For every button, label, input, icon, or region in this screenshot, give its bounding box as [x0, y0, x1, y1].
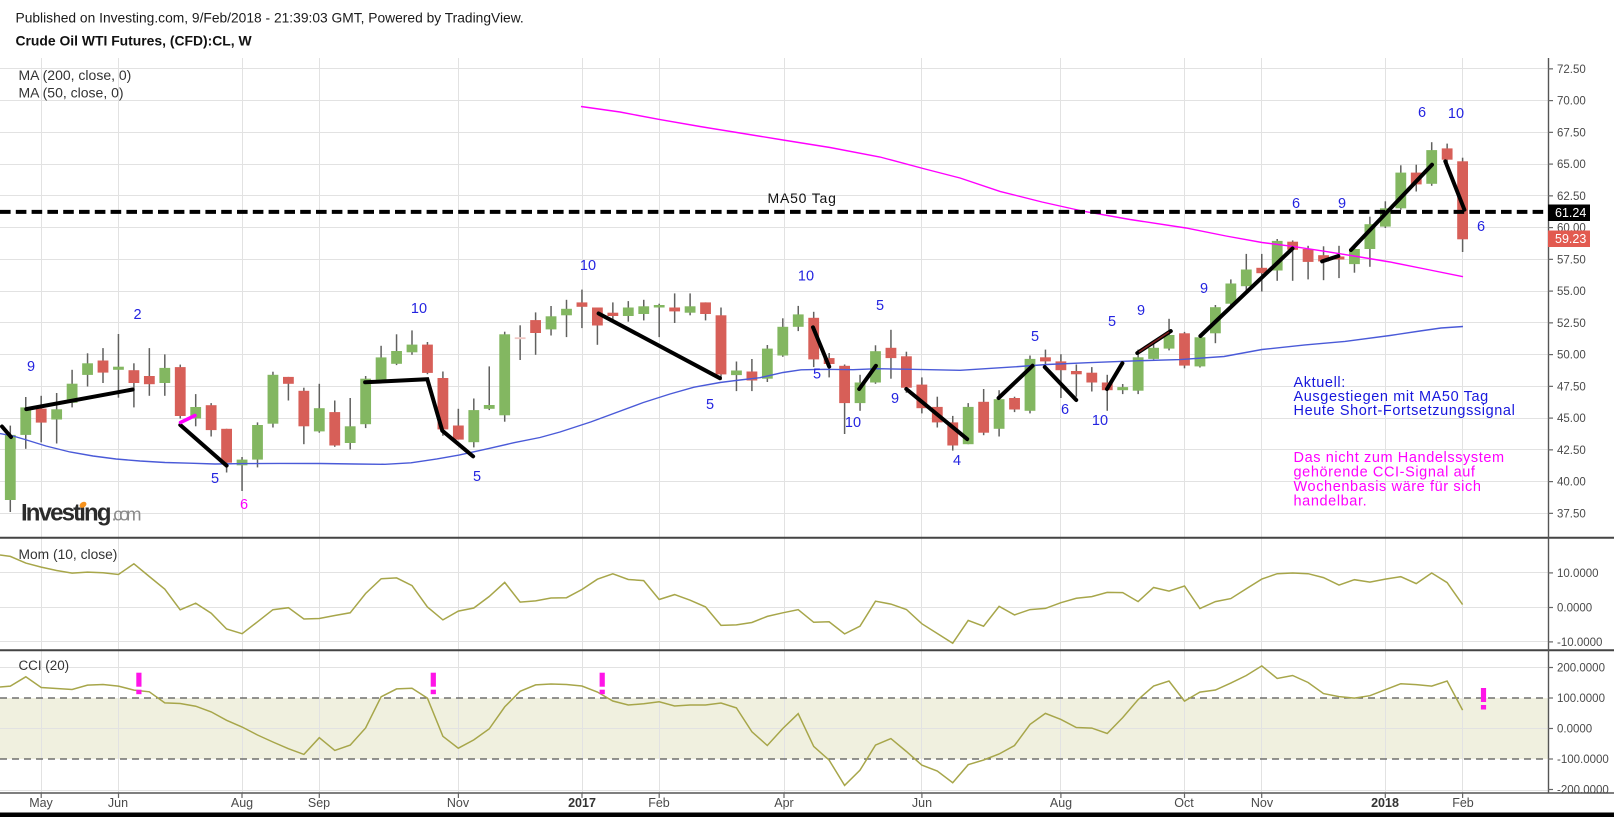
svg-text:10.0000: 10.0000 [1557, 568, 1599, 580]
svg-text:Feb: Feb [1452, 796, 1474, 810]
svg-text:10: 10 [845, 415, 861, 431]
svg-text:May: May [29, 796, 53, 810]
svg-text:Mom (10, close): Mom (10, close) [19, 547, 118, 562]
svg-text:72.50: 72.50 [1557, 64, 1586, 76]
svg-text:2018: 2018 [1371, 796, 1399, 810]
svg-text:MA (200, close, 0): MA (200, close, 0) [19, 67, 132, 83]
svg-text:6: 6 [240, 497, 248, 513]
svg-text:CCI (20): CCI (20) [19, 658, 70, 673]
svg-text:10: 10 [1448, 106, 1464, 122]
svg-text:5: 5 [473, 469, 481, 485]
svg-text:9: 9 [1338, 196, 1346, 212]
svg-text:Jun: Jun [912, 796, 932, 810]
svg-text:52.50: 52.50 [1557, 318, 1586, 330]
svg-text:50.00: 50.00 [1557, 350, 1586, 362]
svg-text:2: 2 [133, 307, 141, 323]
svg-text:9: 9 [1200, 281, 1208, 297]
svg-text:5: 5 [876, 298, 884, 314]
svg-text:Das nicht zum Handelssystem: Das nicht zum Handelssystem [1294, 450, 1505, 466]
svg-text:6: 6 [1477, 219, 1485, 235]
svg-text:MA (50, close, 0): MA (50, close, 0) [19, 85, 124, 101]
svg-text:10: 10 [798, 269, 814, 285]
svg-text:-200.0000: -200.0000 [1557, 785, 1609, 797]
svg-text:6: 6 [1061, 402, 1069, 418]
svg-text:37.50: 37.50 [1557, 508, 1586, 520]
svg-text:Sep: Sep [308, 796, 330, 810]
svg-text:-10.0000: -10.0000 [1557, 637, 1602, 649]
svg-text:9: 9 [891, 391, 899, 407]
svg-text:Jun: Jun [108, 796, 128, 810]
svg-text:Heute Short-Fortsetzungssignal: Heute Short-Fortsetzungssignal [1294, 403, 1516, 419]
svg-text:65.00: 65.00 [1557, 159, 1586, 171]
svg-text:MA50 Tag: MA50 Tag [768, 190, 837, 206]
svg-text:57.50: 57.50 [1557, 254, 1586, 266]
svg-text:Aug: Aug [231, 796, 253, 810]
svg-text:0.0000: 0.0000 [1557, 603, 1592, 615]
svg-text:-100.0000: -100.0000 [1557, 754, 1609, 766]
svg-text:Feb: Feb [648, 796, 670, 810]
svg-text:0.0000: 0.0000 [1557, 724, 1592, 736]
svg-text:4: 4 [953, 453, 961, 469]
svg-text:handelbar.: handelbar. [1294, 494, 1368, 510]
svg-text:6: 6 [1418, 105, 1426, 121]
svg-text:5: 5 [706, 397, 714, 413]
svg-text:5: 5 [211, 471, 219, 487]
svg-text:9: 9 [27, 359, 35, 375]
svg-text:10: 10 [411, 301, 427, 317]
svg-text:6: 6 [1292, 196, 1300, 212]
svg-text:10: 10 [580, 258, 596, 274]
svg-text:Wochenbasis wäre für sich: Wochenbasis wäre für sich [1294, 479, 1482, 495]
svg-text:gehörende CCI-Signal auf: gehörende CCI-Signal auf [1294, 465, 1476, 481]
svg-text:40.00: 40.00 [1557, 477, 1586, 489]
svg-text:70.00: 70.00 [1557, 96, 1586, 108]
svg-text:55.00: 55.00 [1557, 286, 1586, 298]
svg-text:.com: .com [112, 504, 142, 525]
svg-text:Aktuell:: Aktuell: [1294, 375, 1346, 391]
svg-text:Aug: Aug [1050, 796, 1072, 810]
svg-text:200.0000: 200.0000 [1557, 663, 1605, 675]
svg-text:42.50: 42.50 [1557, 445, 1586, 457]
svg-text:Ausgestiegen mit MA50 Tag: Ausgestiegen mit MA50 Tag [1294, 389, 1489, 405]
svg-text:Oct: Oct [1174, 796, 1194, 810]
svg-text:Crude Oil WTI Futures, (CFD):C: Crude Oil WTI Futures, (CFD):CL, W [16, 33, 253, 49]
svg-text:100.0000: 100.0000 [1557, 693, 1605, 705]
svg-text:5: 5 [1031, 329, 1039, 345]
svg-text:67.50: 67.50 [1557, 127, 1586, 139]
svg-text:10: 10 [1092, 413, 1108, 429]
svg-text:5: 5 [1108, 314, 1116, 330]
svg-text:Apr: Apr [774, 796, 793, 810]
svg-text:45.00: 45.00 [1557, 413, 1586, 425]
svg-text:9: 9 [1137, 303, 1145, 319]
svg-text:Published on Investing.com, 9/: Published on Investing.com, 9/Feb/2018 -… [16, 11, 524, 26]
svg-text:Investing: Investing [21, 500, 112, 527]
svg-text:47.50: 47.50 [1557, 381, 1586, 393]
svg-text:Nov: Nov [1251, 796, 1274, 810]
svg-text:59.23: 59.23 [1555, 232, 1586, 246]
svg-text:2017: 2017 [568, 796, 596, 810]
svg-text:5: 5 [813, 367, 821, 383]
svg-text:Nov: Nov [447, 796, 470, 810]
svg-text:61.24: 61.24 [1555, 206, 1586, 220]
svg-text:62.50: 62.50 [1557, 191, 1586, 203]
